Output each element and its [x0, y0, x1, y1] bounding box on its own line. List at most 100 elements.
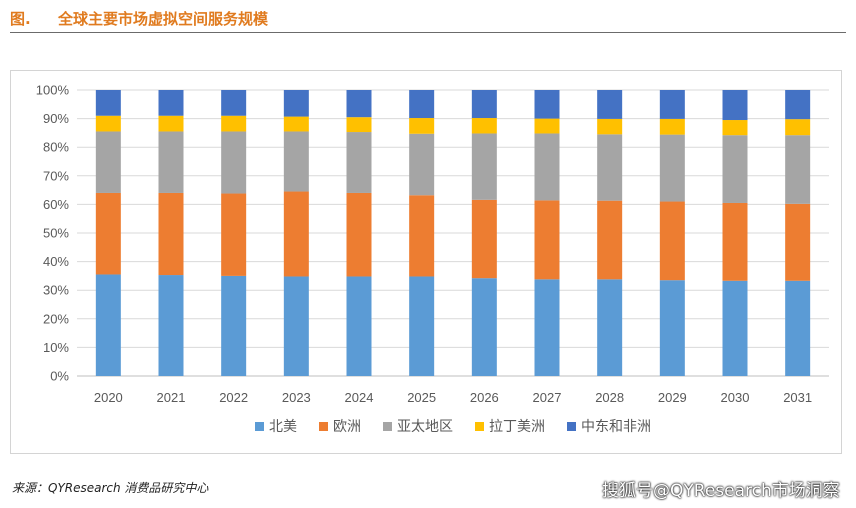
- bar-segment: [95, 192, 121, 275]
- bar-segment: [346, 192, 372, 277]
- x-tick-label: 2030: [721, 390, 750, 405]
- legend-label: 中东和非洲: [581, 418, 651, 434]
- bar-segment: [471, 90, 497, 119]
- bar-segment: [471, 278, 497, 376]
- bar-segment: [95, 274, 121, 376]
- bar-segment: [283, 131, 309, 192]
- x-tick-label: 2027: [533, 390, 562, 405]
- bar-segment: [283, 191, 309, 277]
- bar-segment: [221, 193, 247, 276]
- x-tick-label: 2028: [595, 390, 624, 405]
- bar-segment: [346, 276, 372, 376]
- bar-segment: [283, 116, 309, 132]
- legend-swatch: [319, 422, 328, 431]
- bar-segment: [221, 131, 247, 194]
- bar-segment: [597, 118, 623, 135]
- bar-segment: [659, 90, 685, 119]
- bar-segment: [409, 195, 435, 277]
- bar-segment: [221, 90, 247, 116]
- legend-label: 北美: [269, 418, 297, 434]
- y-tick-label: 80%: [43, 140, 69, 155]
- bar-segment: [346, 132, 372, 193]
- bar-segment: [597, 90, 623, 119]
- y-tick-label: 10%: [43, 340, 69, 355]
- legend-label: 亚太地区: [397, 418, 453, 434]
- bar-segment: [597, 134, 623, 201]
- bar-segment: [158, 115, 184, 132]
- y-tick-label: 50%: [43, 226, 69, 241]
- bar-segment: [158, 131, 184, 193]
- bar-segment: [722, 120, 748, 136]
- y-tick-label: 100%: [36, 83, 70, 98]
- bar-segment: [659, 280, 685, 376]
- x-tick-label: 2031: [783, 390, 812, 405]
- bar-segment: [722, 135, 748, 203]
- bar-segment: [158, 90, 184, 116]
- source-note: 来源：QYResearch 消费品研究中心: [12, 481, 209, 495]
- bar-segment: [785, 90, 811, 120]
- x-tick-label: 2029: [658, 390, 687, 405]
- figure-label: 图.: [10, 10, 31, 28]
- x-tick-label: 2022: [219, 390, 248, 405]
- watermark: 搜狐号@QYResearch市场洞察: [602, 481, 840, 501]
- bar-segment: [785, 135, 811, 204]
- bar-segment: [534, 200, 560, 280]
- x-tick-label: 2023: [282, 390, 311, 405]
- bar-segment: [409, 90, 435, 119]
- bar-segment: [785, 119, 811, 136]
- bar-segment: [534, 90, 560, 119]
- bar-segment: [785, 203, 811, 281]
- x-tick-label: 2024: [345, 390, 374, 405]
- bar-segment: [785, 280, 811, 376]
- bar-segment: [346, 90, 372, 118]
- header-divider: [10, 32, 846, 33]
- bar-segment: [722, 90, 748, 121]
- bar-segment: [471, 118, 497, 134]
- bar-segment: [471, 133, 497, 200]
- stacked-bar-chart: 0% 10% 20% 30% 40% 50% 60% 70% 80% 90% 100% 2020 202…: [36, 83, 829, 434]
- figure-title: 全球主要市场虚拟空间服务规模: [58, 10, 269, 28]
- bar-segment: [95, 90, 121, 116]
- x-tick-label: 2021: [157, 390, 186, 405]
- legend-swatch: [567, 422, 576, 431]
- figure-header: 图. 全球主要市场虚拟空间服务规模: [10, 6, 848, 32]
- bar-segment: [471, 199, 497, 279]
- legend-label: 拉丁美洲: [489, 418, 545, 434]
- bar-segment: [346, 117, 372, 133]
- bar-segment: [158, 192, 184, 276]
- bar-segment: [283, 90, 309, 117]
- legend-label: 欧洲: [333, 418, 361, 434]
- y-tick-label: 40%: [43, 254, 69, 269]
- x-tick-label: 2020: [94, 390, 123, 405]
- bar-segment: [534, 133, 560, 201]
- bar-segment: [659, 134, 685, 202]
- legend-swatch: [475, 422, 484, 431]
- bar-segment: [409, 118, 435, 134]
- bar-segment: [95, 131, 121, 193]
- bar-segment: [221, 115, 247, 132]
- y-tick-label: 60%: [43, 197, 69, 212]
- bar-segment: [597, 279, 623, 376]
- bar-segment: [659, 118, 685, 135]
- bar-segment: [95, 115, 121, 132]
- bar-segment: [283, 276, 309, 376]
- bar-segment: [722, 202, 748, 281]
- chart-frame: 0% 10% 20% 30% 40% 50% 60% 70% 80% 90% 100% 2020 202…: [10, 70, 842, 454]
- y-tick-label: 70%: [43, 168, 69, 183]
- bar-segment: [534, 279, 560, 376]
- legend-swatch: [383, 422, 392, 431]
- bar-segment: [534, 118, 560, 134]
- legend-swatch: [255, 422, 264, 431]
- x-tick-label: 2025: [407, 390, 436, 405]
- bar-segment: [597, 200, 623, 280]
- bar-segment: [221, 275, 247, 376]
- bar-segment: [659, 201, 685, 281]
- bar-segment: [409, 276, 435, 376]
- bar-segment: [722, 280, 748, 376]
- bar-segment: [158, 275, 184, 376]
- bar-segment: [409, 133, 435, 196]
- x-tick-label: 2026: [470, 390, 499, 405]
- y-tick-label: 30%: [43, 283, 69, 298]
- y-tick-label: 90%: [43, 111, 69, 126]
- y-tick-label: 20%: [43, 311, 69, 326]
